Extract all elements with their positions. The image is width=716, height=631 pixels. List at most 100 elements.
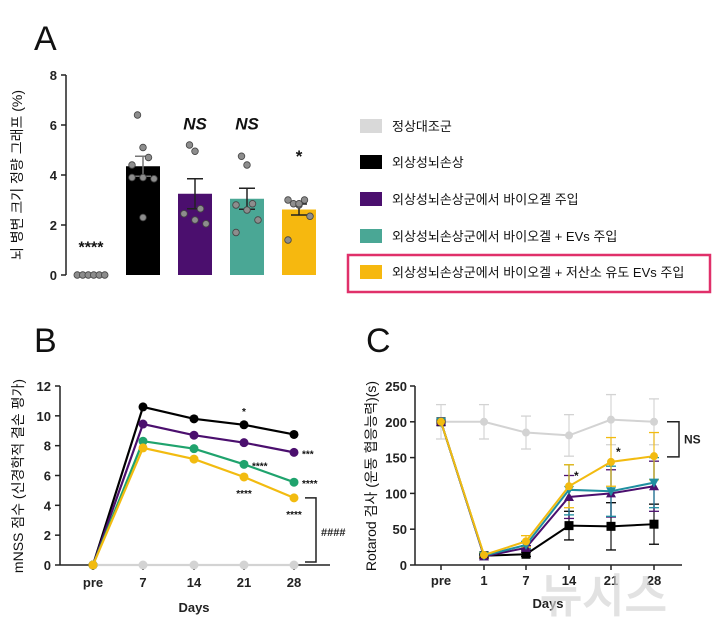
data-point bbox=[248, 200, 257, 208]
data-point bbox=[144, 153, 153, 162]
data-point bbox=[128, 161, 136, 169]
data-point bbox=[138, 402, 148, 412]
legend-swatch bbox=[360, 119, 382, 133]
x-tick-label: 7 bbox=[139, 575, 146, 590]
data-point bbox=[239, 472, 249, 482]
x-axis-label: Days bbox=[178, 600, 209, 615]
panel-label-b: B bbox=[34, 322, 57, 360]
legend-swatch bbox=[360, 192, 382, 206]
data-point bbox=[480, 550, 488, 559]
bracket bbox=[305, 497, 317, 563]
y-tick-label: 4 bbox=[50, 168, 58, 183]
data-point bbox=[289, 477, 299, 487]
significance-label: * bbox=[574, 469, 579, 483]
y-tick-label: 2 bbox=[50, 218, 57, 233]
y-tick-label: 100 bbox=[385, 486, 407, 501]
x-tick-label: 14 bbox=[187, 575, 202, 590]
data-point bbox=[289, 493, 299, 503]
series-line bbox=[440, 421, 655, 557]
significance-label: **** bbox=[286, 510, 302, 521]
significance-label: NS bbox=[235, 115, 259, 134]
data-point bbox=[189, 414, 199, 424]
data-point bbox=[243, 161, 251, 169]
data-point bbox=[564, 491, 574, 501]
y-tick-label: 12 bbox=[37, 379, 51, 394]
y-tick-label: 200 bbox=[385, 415, 407, 430]
x-tick-label: 14 bbox=[562, 573, 577, 588]
significance-label: * bbox=[616, 445, 621, 459]
data-point bbox=[138, 419, 148, 429]
significance-label: NS bbox=[183, 115, 207, 134]
data-point bbox=[133, 111, 142, 119]
significance-label: **** bbox=[79, 240, 105, 257]
x-tick-label: 21 bbox=[604, 573, 618, 588]
data-point bbox=[607, 457, 615, 466]
y-tick-label: 8 bbox=[50, 68, 57, 83]
data-point bbox=[237, 152, 246, 160]
series-line bbox=[441, 418, 655, 437]
data-point bbox=[139, 143, 147, 152]
data-point bbox=[306, 212, 314, 220]
bracket bbox=[667, 421, 680, 458]
data-point bbox=[180, 210, 188, 218]
data-point bbox=[239, 420, 249, 430]
chart-a: 0 2 4 6 8 뇌 병변 크기 정량 그래프 (%) **** NS NS * 정상대조군외상성… bbox=[9, 68, 712, 294]
data-point bbox=[128, 173, 136, 182]
data-point bbox=[289, 560, 299, 570]
data-point bbox=[139, 213, 147, 222]
y-tick-label: 6 bbox=[50, 118, 57, 133]
legend-highlight-box bbox=[346, 253, 712, 294]
data-point bbox=[138, 436, 148, 446]
legend-label: 외상성뇌손상군에서 바이오겔 + 저산소 유도 EVs 주입 bbox=[392, 265, 684, 280]
data-point bbox=[650, 417, 658, 426]
bracket-label: #### bbox=[321, 527, 345, 539]
chart-c: 0 50 100 150 200 250 pre 1 7 14 21 28 Days Rotarod 검사… bbox=[363, 379, 701, 611]
data-point bbox=[150, 175, 158, 183]
significance-label: * bbox=[296, 147, 303, 166]
data-point bbox=[239, 560, 249, 570]
data-point bbox=[480, 417, 488, 426]
data-point bbox=[191, 216, 199, 224]
data-point bbox=[437, 417, 445, 426]
watermark-logo: 뉴시스 bbox=[540, 570, 667, 622]
series-line bbox=[440, 421, 655, 557]
data-point bbox=[138, 443, 148, 453]
data-point bbox=[289, 429, 299, 439]
y-tick-label: 10 bbox=[37, 409, 51, 424]
data-point bbox=[649, 478, 659, 488]
data-point bbox=[521, 549, 531, 559]
significance-label: * bbox=[242, 407, 246, 418]
chart-b: 0 2 4 6 8 10 12 pre 7 14 21 28 Days mNSS 점수 (신경학적 결손 … bbox=[10, 379, 345, 615]
significance-label: **** bbox=[252, 461, 268, 472]
data-point bbox=[522, 428, 530, 437]
y-axis-label: 뇌 병변 크기 정량 그래프 (%) bbox=[9, 90, 25, 260]
data-point bbox=[295, 200, 303, 208]
data-point bbox=[650, 452, 658, 461]
data-point bbox=[189, 444, 199, 454]
x-tick-label: 7 bbox=[522, 573, 529, 588]
legend-label: 외상성뇌손상군에서 바이오겔 + EVs 주입 bbox=[392, 229, 617, 244]
data-point bbox=[191, 147, 199, 155]
legend-swatch bbox=[360, 265, 382, 279]
y-tick-label: 50 bbox=[393, 522, 407, 537]
data-point bbox=[196, 205, 205, 213]
y-tick-label: 0 bbox=[44, 558, 51, 573]
data-point bbox=[284, 236, 292, 244]
legend-swatch bbox=[360, 229, 382, 243]
data-point bbox=[564, 521, 574, 531]
data-point bbox=[239, 438, 249, 448]
y-tick-label: 250 bbox=[385, 379, 407, 394]
data-point bbox=[232, 201, 240, 209]
legend-label: 외상성뇌손상 bbox=[392, 155, 464, 170]
data-point bbox=[139, 173, 147, 182]
y-tick-label: 8 bbox=[44, 439, 51, 454]
x-tick-label: 21 bbox=[237, 575, 251, 590]
data-point bbox=[300, 196, 309, 204]
data-point bbox=[284, 196, 292, 204]
data-point bbox=[101, 271, 109, 279]
y-tick-label: 0 bbox=[400, 558, 407, 573]
data-point bbox=[243, 206, 251, 214]
data-point bbox=[138, 560, 148, 570]
x-tick-label: pre bbox=[431, 573, 451, 588]
